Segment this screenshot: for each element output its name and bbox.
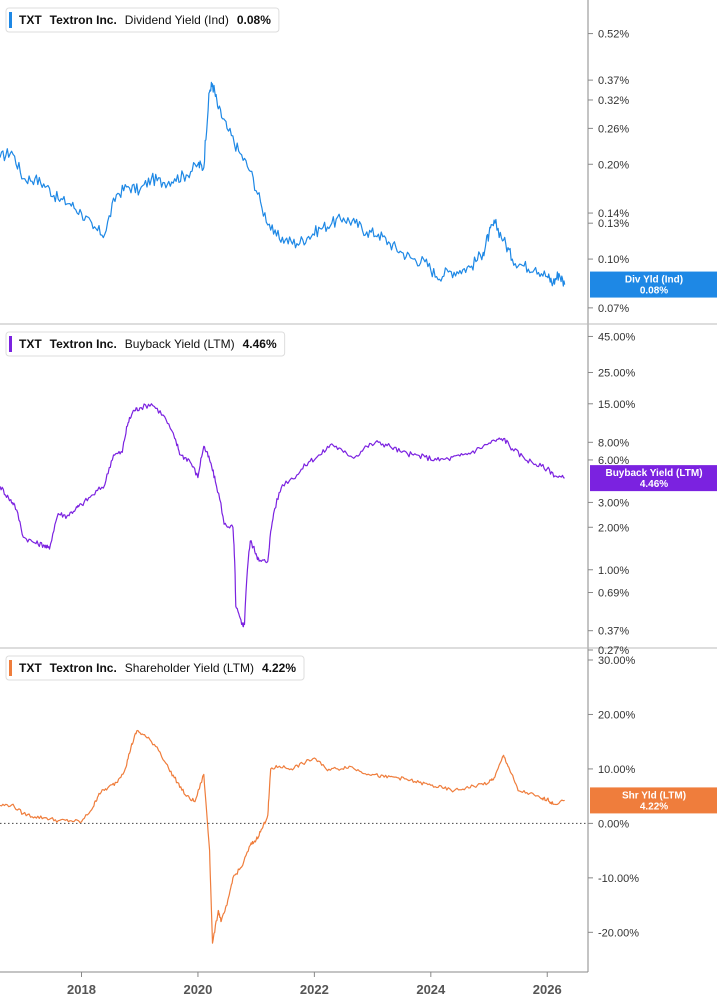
y-tick-label: 45.00%	[598, 331, 636, 343]
legend-current-value: 4.46%	[243, 337, 277, 351]
y-tick-label: 0.20%	[598, 159, 629, 171]
legend-series-name: Dividend Yield (Ind)	[125, 13, 229, 27]
y-tick-label: 0.00%	[598, 818, 629, 830]
current-value-badge	[590, 465, 717, 492]
y-tick-label: 1.00%	[598, 565, 629, 577]
legend-swatch	[9, 660, 12, 676]
y-tick-label: 0.69%	[598, 587, 629, 599]
legend-ticker: TXT	[19, 13, 42, 27]
y-tick-label: 0.10%	[598, 254, 629, 266]
legend-ticker: TXT	[19, 337, 42, 351]
y-tick-label: -10.00%	[598, 873, 639, 885]
x-tick-label: 2026	[533, 982, 562, 997]
badge-label: Div Yld (Ind)	[625, 275, 683, 286]
y-tick-label: 0.52%	[598, 29, 629, 41]
legend-company: Textron Inc.	[50, 13, 117, 27]
y-tick-label: 0.14%	[598, 208, 629, 220]
badge-value: 4.46%	[640, 479, 668, 490]
y-tick-label: 0.32%	[598, 95, 629, 107]
y-tick-label: 0.26%	[598, 123, 629, 135]
x-tick-label: 2022	[300, 982, 329, 997]
y-tick-label: 0.13%	[598, 218, 629, 230]
legend-swatch	[9, 12, 12, 28]
badge-label: Shr Yld (LTM)	[622, 790, 686, 801]
y-tick-label: 3.00%	[598, 497, 629, 509]
legend-box	[5, 7, 280, 33]
badge-value: 0.08%	[640, 286, 668, 297]
chart-panel-1: 0.52% 0.37% 0.32% 0.26% 0.20% 0.14%0.13% 0.10%…	[0, 7, 717, 315]
y-tick-label: 6.00%	[598, 455, 629, 467]
y-tick-label: 2.00%	[598, 522, 629, 534]
badge-value: 4.22%	[640, 801, 668, 812]
current-value-badge	[590, 271, 717, 298]
series-line	[0, 729, 565, 944]
badge-label: Buyback Yield (LTM)	[605, 468, 702, 479]
y-tick-label: 15.00%	[598, 399, 636, 411]
legend[interactable]: TXT Textron Inc. Buyback Yield (LTM) 4.46%	[5, 331, 286, 357]
chart-panel-3: 30.00% 20.00% 10.00% 0.00% -10.00% -20.00% Shr…	[0, 655, 717, 944]
legend[interactable]: TXT Textron Inc. Shareholder Yield (LTM) 4.…	[5, 655, 305, 681]
y-tick-label: 20.00%	[598, 709, 636, 721]
y-tick-label: 8.00%	[598, 437, 629, 449]
x-axis: 2018 2020 2022 2024 2026	[67, 972, 562, 997]
legend-current-value: 0.08%	[237, 13, 271, 27]
y-tick-label: 0.37%	[598, 626, 629, 638]
y-tick-label: -20.00%	[598, 927, 639, 939]
legend-series-name: Shareholder Yield (LTM)	[125, 661, 254, 675]
y-tick-label: 0.37%	[598, 75, 629, 87]
chart-panel-2: 45.00% 25.00% 15.00% 8.00% 6.00% 3.00% 2.00% 1.…	[0, 331, 717, 657]
y-tick-label: 25.00%	[598, 367, 636, 379]
axes-layer	[0, 0, 717, 973]
y-tick-label: 0.27%	[598, 645, 629, 657]
x-tick-label: 2020	[183, 982, 212, 997]
legend-swatch	[9, 336, 12, 352]
y-tick-label: 0.07%	[598, 303, 629, 315]
y-tick-label: 30.00%	[598, 655, 636, 667]
y-tick-label: 10.00%	[598, 764, 636, 776]
legend-company: Textron Inc.	[50, 661, 117, 675]
x-tick-label: 2024	[416, 982, 446, 997]
legend[interactable]: TXT Textron Inc. Dividend Yield (Ind) 0.08%	[5, 7, 280, 33]
current-value-badge	[590, 787, 717, 814]
legend-box	[5, 331, 286, 357]
series-line	[0, 81, 566, 287]
legend-ticker: TXT	[19, 661, 42, 675]
legend-company: Textron Inc.	[50, 337, 117, 351]
panels-layer: 0.52% 0.37% 0.32% 0.26% 0.20% 0.14%0.13% 0.10%…	[0, 7, 717, 944]
x-tick-label: 2018	[67, 982, 96, 997]
series-line	[0, 403, 565, 628]
legend-box	[5, 655, 305, 681]
legend-series-name: Buyback Yield (LTM)	[125, 337, 235, 351]
legend-current-value: 4.22%	[262, 661, 296, 675]
